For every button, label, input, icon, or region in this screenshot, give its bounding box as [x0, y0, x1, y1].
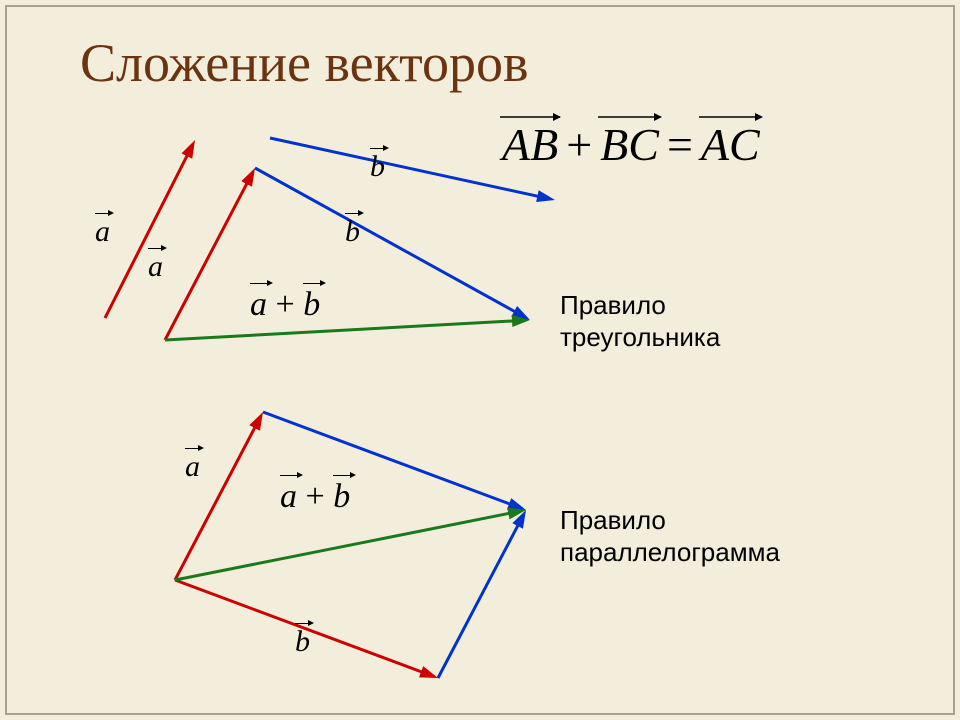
- ab-tri: [165, 321, 519, 340]
- caption-parallelogram-1: Правило: [560, 505, 666, 536]
- a-free-head: [182, 140, 195, 159]
- b-free-head: [536, 190, 555, 202]
- vec-label-a_free: a: [95, 215, 110, 249]
- vector-canvas: [0, 0, 960, 720]
- a-par-dup: [438, 520, 521, 678]
- b-par-head: [419, 666, 438, 678]
- slide: Сложение векторов AB+BC=AC Правило треуг…: [0, 0, 960, 720]
- vec-label-b_tri: b: [345, 215, 360, 249]
- a-tri-head: [241, 168, 255, 187]
- ab-par: [175, 512, 515, 580]
- vec-label-a_tri: a: [148, 250, 163, 284]
- vec-label-a_par: a: [185, 450, 200, 484]
- caption-parallelogram-2: параллелограмма: [560, 537, 780, 568]
- vec-label-ab_tri: a + b: [250, 286, 320, 324]
- vec-label-b_free: b: [370, 150, 385, 184]
- caption-triangle-2: треугольника: [560, 322, 720, 353]
- caption-triangle-1: Правило: [560, 290, 666, 321]
- a-free: [105, 150, 190, 318]
- a-tri: [165, 178, 250, 340]
- b-free: [270, 138, 544, 198]
- vec-label-ab_par: a + b: [280, 478, 350, 516]
- a-par-head: [249, 412, 263, 431]
- vec-label-b_par: b: [295, 625, 310, 659]
